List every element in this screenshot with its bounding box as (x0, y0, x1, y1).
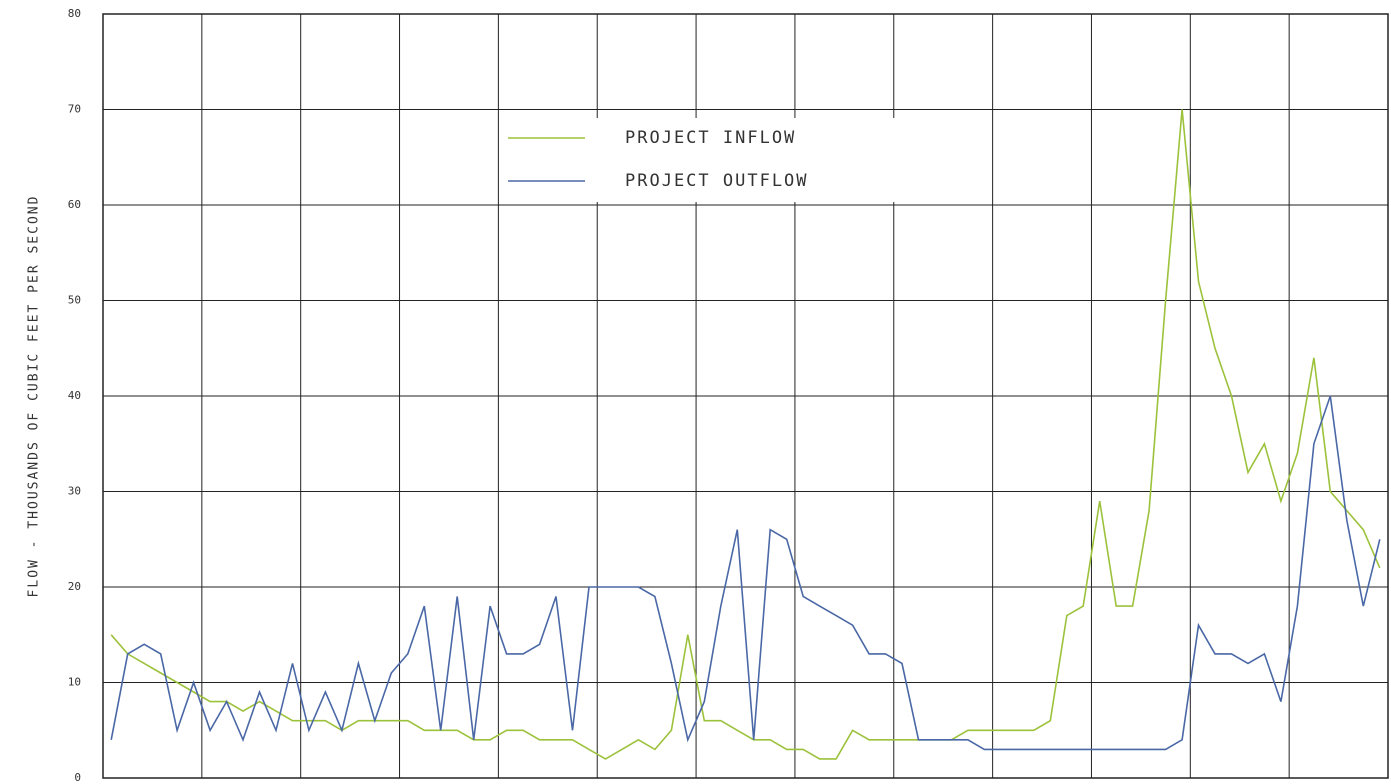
y-tick-label: 80 (68, 7, 81, 20)
y-tick-label: 20 (68, 580, 81, 593)
legend-label: PROJECT INFLOW (625, 128, 796, 148)
series-line (110, 395, 1381, 751)
y-tick-label: 40 (68, 389, 81, 402)
y-tick-label: 10 (68, 676, 81, 689)
y-tick-label: 50 (68, 294, 81, 307)
plot-frame (102, 13, 1389, 779)
series-line (110, 109, 1381, 760)
y-tick-label: 60 (68, 198, 81, 211)
y-axis-label: FLOW - THOUSANDS OF CUBIC FEET PER SECON… (27, 195, 42, 598)
y-tick-label: 0 (74, 771, 81, 784)
legend-box (500, 118, 930, 202)
legend-label: PROJECT OUTFLOW (625, 171, 809, 191)
y-tick-label: 70 (68, 103, 81, 116)
y-tick-label: 30 (68, 485, 81, 498)
